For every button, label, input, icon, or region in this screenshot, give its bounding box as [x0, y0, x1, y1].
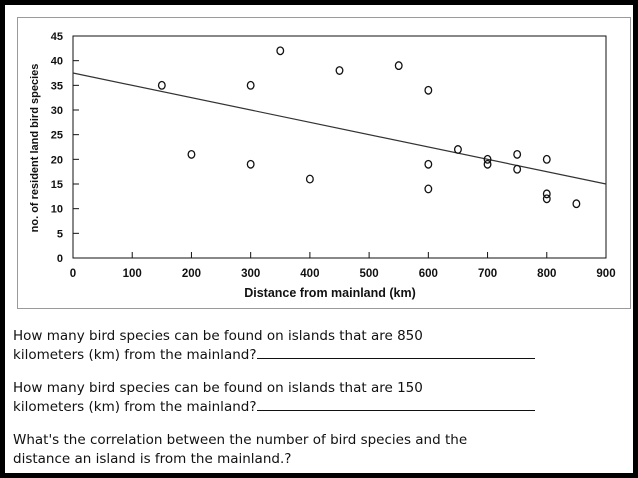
y-tick-label: 20	[51, 154, 63, 166]
answer-blank-1[interactable]	[256, 346, 535, 359]
y-tick-label: 10	[51, 204, 63, 216]
data-point	[483, 159, 492, 169]
chart-panel: 0 5 10 15 20 25 30 35 40 45 0 100 200 300 400 500 600 70…	[17, 17, 631, 309]
plot-area	[72, 35, 607, 259]
y-tick-label: 40	[51, 56, 63, 68]
y-axis-label: no. of resident land bird species	[29, 64, 41, 233]
x-axis-label: Distance from mainland (km)	[244, 286, 416, 300]
data-point	[483, 154, 492, 164]
x-tick-label: 300	[241, 268, 260, 280]
question-3: What's the correlation between the numbe…	[13, 431, 613, 469]
data-point	[276, 46, 285, 56]
question-2-line-1: How many bird species can be found on is…	[13, 380, 423, 396]
data-point	[246, 80, 255, 90]
answer-blank-2[interactable]	[256, 398, 535, 411]
data-point	[335, 66, 344, 75]
x-tick-label: 600	[419, 268, 438, 280]
data-point	[424, 85, 433, 95]
question-3-line-1: What's the correlation between the numbe…	[13, 432, 468, 448]
data-point	[424, 159, 433, 169]
y-tick-label: 5	[57, 228, 63, 240]
data-point	[246, 159, 255, 169]
data-point	[187, 149, 196, 159]
y-tick-label: 45	[51, 31, 63, 43]
data-point	[305, 174, 314, 184]
x-tick-label: 400	[300, 268, 319, 280]
y-axis-ticks: 0 5 10 15 20 25 30 35 40 45	[51, 31, 79, 265]
x-tick-label: 500	[360, 268, 379, 280]
question-2-line-2: kilometers (km) from the mainland?	[13, 399, 257, 415]
data-point	[542, 194, 551, 204]
x-tick-label: 0	[70, 268, 76, 280]
x-tick-label: 700	[478, 268, 497, 280]
x-tick-label: 100	[123, 268, 142, 280]
data-point	[424, 184, 433, 194]
question-3-line-2: distance an island is from the mainland.…	[13, 451, 292, 467]
data-point	[157, 80, 166, 90]
y-tick-label: 35	[51, 80, 63, 92]
data-point	[513, 164, 522, 174]
x-axis-ticks: 0 100 200 300 400 500 600 700 800 900	[70, 252, 616, 280]
data-points	[157, 46, 581, 209]
x-tick-label: 900	[596, 268, 615, 280]
data-point	[394, 61, 403, 71]
x-tick-label: 200	[182, 268, 201, 280]
data-point	[572, 199, 581, 209]
y-tick-label: 30	[51, 105, 63, 117]
data-point	[453, 145, 462, 154]
trend-line	[72, 72, 607, 185]
question-1: How many bird species can be found on is…	[13, 327, 613, 365]
y-tick-label: 15	[51, 179, 63, 191]
data-point	[542, 189, 551, 199]
question-2: How many bird species can be found on is…	[13, 379, 613, 417]
x-tick-label: 800	[537, 268, 556, 280]
y-tick-label: 25	[51, 130, 63, 142]
y-tick-label: 0	[57, 253, 63, 265]
scatter-chart: 0 5 10 15 20 25 30 35 40 45 0 100 200 300 400 500 600 70…	[29, 31, 616, 300]
question-1-line-2: kilometers (km) from the mainland?	[13, 347, 257, 363]
data-point	[542, 154, 551, 164]
question-1-line-1: How many bird species can be found on is…	[13, 328, 423, 344]
data-point	[513, 149, 522, 159]
